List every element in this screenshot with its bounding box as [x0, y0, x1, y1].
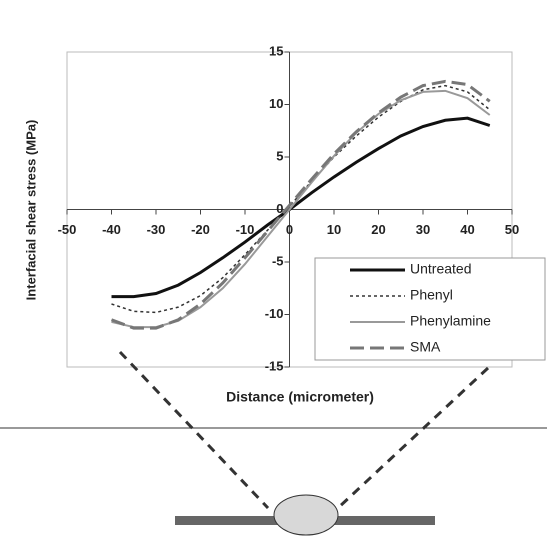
x-tick-label: 10 [327, 222, 341, 237]
y-tick-label: -10 [265, 306, 284, 321]
y-tick-label: 5 [276, 148, 283, 163]
legend-label: Phenyl [410, 287, 453, 303]
series-line [111, 116, 491, 299]
legend-label: Phenylamine [410, 313, 491, 329]
x-tick-label: -10 [236, 222, 255, 237]
legend-label: Untreated [410, 261, 471, 277]
legend [314, 257, 546, 361]
x-tick-label: 40 [460, 222, 474, 237]
droplet [273, 494, 339, 536]
y-tick-label: -5 [272, 253, 284, 268]
x-tick-label: 0 [286, 222, 293, 237]
x-tick-label: -40 [102, 222, 121, 237]
zoom-line [336, 366, 490, 510]
y-tick-label: 15 [269, 43, 283, 58]
x-tick-label: 50 [505, 222, 519, 237]
x-tick-label: 20 [371, 222, 385, 237]
series-line [110, 79, 491, 330]
legend-label: SMA [410, 339, 441, 355]
y-axis-label: Interfacial shear stress (MPa) [23, 120, 38, 301]
x-tick-label: -50 [58, 222, 77, 237]
x-tick-label: -30 [147, 222, 166, 237]
x-tick-label: 30 [416, 222, 430, 237]
y-tick-label: 0 [276, 201, 283, 216]
y-tick-label: 10 [269, 96, 283, 111]
x-tick-label: -20 [191, 222, 210, 237]
x-axis-label: Distance (micrometer) [226, 389, 374, 405]
y-tick-label: -15 [265, 358, 284, 373]
zoom-line [118, 350, 270, 510]
